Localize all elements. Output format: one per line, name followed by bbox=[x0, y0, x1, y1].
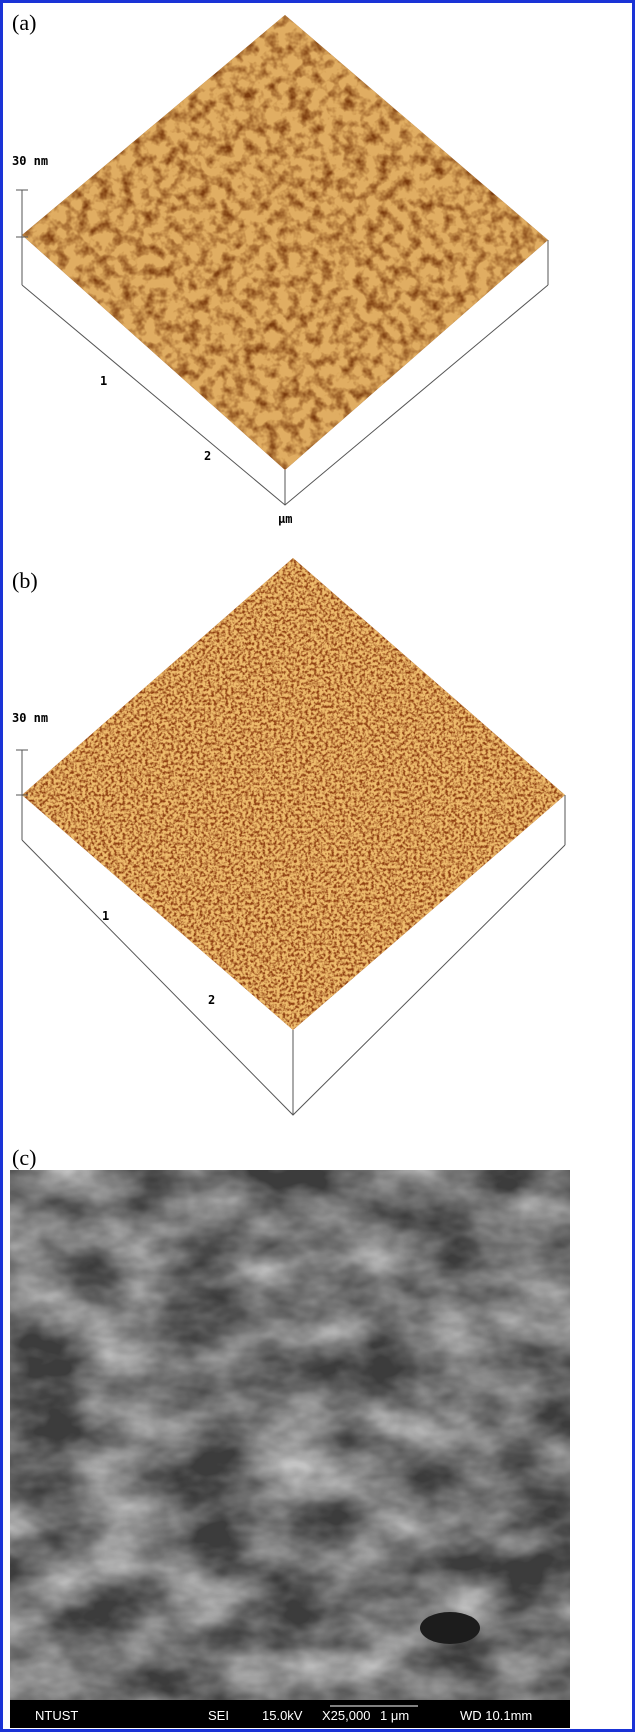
info-text: 1 μm bbox=[380, 1708, 409, 1723]
info-text: 15.0kV bbox=[262, 1708, 303, 1723]
tick-label: 1 bbox=[100, 374, 107, 388]
afm-texture bbox=[22, 15, 548, 470]
pit bbox=[420, 1612, 480, 1644]
z-label: 30 nm bbox=[12, 711, 48, 725]
panel-label: (b) bbox=[12, 568, 38, 593]
info-text: SEI bbox=[208, 1708, 229, 1723]
tick-label: 2 bbox=[208, 993, 215, 1007]
info-text: X25,000 bbox=[322, 1708, 370, 1723]
figure: (a) 30 nm 1 2 μm (b) 30 nm 1 2 (c) NTUST… bbox=[0, 0, 635, 1732]
sem-texture bbox=[10, 1170, 570, 1700]
panel-label: (a) bbox=[12, 10, 36, 35]
afm-texture bbox=[22, 558, 565, 1030]
tick-label: 2 bbox=[204, 449, 211, 463]
z-label: 30 nm bbox=[12, 154, 48, 168]
unit-label: μm bbox=[278, 512, 292, 526]
tick-label: 1 bbox=[102, 909, 109, 923]
info-text: WD 10.1mm bbox=[460, 1708, 532, 1723]
panel-label: (c) bbox=[12, 1145, 36, 1170]
info-text: NTUST bbox=[35, 1708, 78, 1723]
